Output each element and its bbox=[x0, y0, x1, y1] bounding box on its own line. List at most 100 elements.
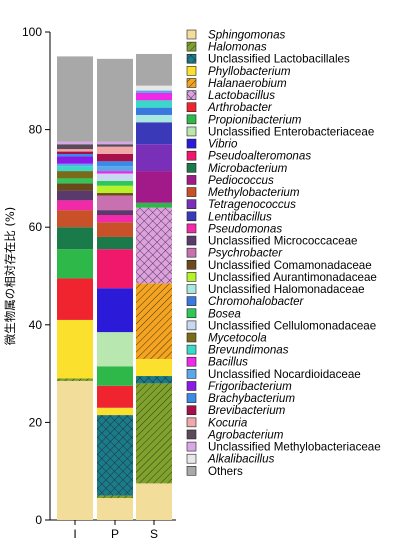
legend-swatch bbox=[186, 66, 197, 76]
legend-swatch bbox=[186, 138, 197, 149]
legend-label: Halanaerobium bbox=[208, 77, 287, 90]
legend-label: Unclassified Aurantimonadaceae bbox=[208, 271, 377, 284]
bar-segment bbox=[97, 185, 133, 194]
bar-segment bbox=[97, 161, 133, 167]
bar-segment bbox=[57, 210, 93, 228]
legend-swatch-hatch bbox=[187, 78, 196, 88]
legend-label: Unclassified Lactobacillales bbox=[208, 53, 350, 66]
legend-label: Unclassified Halomonadaceae bbox=[208, 283, 365, 296]
bar-segment-hatch bbox=[97, 495, 133, 499]
legend-label: Unclassified Comamonadaceae bbox=[208, 259, 372, 272]
legend-label: Brevibacterium bbox=[208, 404, 286, 417]
bar-segment bbox=[136, 202, 172, 208]
bar-segment bbox=[97, 144, 133, 147]
legend-swatch bbox=[186, 441, 197, 452]
legend-swatch bbox=[186, 405, 197, 416]
y-axis-label: 微生物属の相対存在比 (%) bbox=[3, 207, 17, 346]
legend-label: Frigoribacterium bbox=[208, 380, 292, 393]
legend-label: Psychrobacter bbox=[208, 247, 283, 260]
bar-segment bbox=[57, 56, 93, 142]
x-tick-label: I bbox=[73, 527, 76, 539]
bar-segment bbox=[57, 190, 93, 201]
bar-segment bbox=[97, 171, 133, 174]
legend-label: Unclassified Micrococcaceae bbox=[208, 235, 358, 248]
y-tick-label: 20 bbox=[29, 415, 43, 429]
legend-swatch bbox=[186, 429, 197, 440]
legend-label: Kocuria bbox=[208, 416, 248, 429]
bar-segment bbox=[136, 93, 172, 101]
bar-segment bbox=[57, 154, 93, 157]
legend-swatch bbox=[186, 223, 197, 234]
legend-label: Mycetocola bbox=[208, 332, 267, 345]
legend-swatch bbox=[186, 356, 197, 367]
legend-label: Pseudomonas bbox=[208, 222, 282, 235]
bar-segment bbox=[97, 154, 133, 162]
legend-label: Bosea bbox=[208, 307, 241, 320]
bar-segment-hatch bbox=[136, 376, 172, 384]
legend-swatch bbox=[186, 308, 197, 319]
bar-segment bbox=[97, 366, 133, 386]
legend-label: Arthrobacter bbox=[207, 101, 273, 114]
y-tick-label: 60 bbox=[29, 220, 43, 234]
bar-segment bbox=[97, 166, 133, 172]
legend-swatch bbox=[186, 344, 197, 355]
legend-swatch bbox=[186, 126, 197, 137]
bar-segment bbox=[97, 146, 133, 154]
bar-segment bbox=[57, 151, 93, 154]
y-tick-label: 40 bbox=[29, 318, 43, 332]
bars bbox=[57, 53, 172, 520]
bar-segment bbox=[136, 483, 172, 520]
bar-segment bbox=[57, 144, 93, 150]
bar-segment bbox=[57, 278, 93, 320]
legend-label: Chromohalobacter bbox=[208, 295, 305, 308]
legend-label: Halomonas bbox=[208, 41, 267, 54]
bar-segment bbox=[97, 407, 133, 416]
legend-swatch-hatch bbox=[187, 90, 196, 100]
legend-swatch bbox=[186, 320, 197, 331]
legend-swatch bbox=[186, 199, 197, 209]
bar-segment bbox=[97, 498, 133, 520]
bar-segment bbox=[97, 288, 133, 333]
legend-swatch bbox=[186, 114, 197, 125]
legend-swatch bbox=[186, 466, 197, 476]
bar-segment bbox=[97, 180, 133, 186]
legend-swatch bbox=[186, 187, 197, 197]
legend-swatch bbox=[186, 211, 197, 222]
bar-segment bbox=[57, 171, 93, 179]
bar-segment bbox=[97, 195, 133, 211]
legend-swatch bbox=[186, 417, 197, 428]
bar-segment bbox=[136, 53, 172, 86]
bar-segment-hatch bbox=[57, 378, 93, 381]
bar-segment bbox=[97, 222, 133, 237]
legend-label: Pediococcus bbox=[208, 174, 274, 187]
bar-segment bbox=[57, 227, 93, 250]
bar-segment bbox=[136, 85, 172, 91]
legend-swatch-hatch bbox=[187, 42, 196, 52]
bar-segment bbox=[97, 210, 133, 215]
bar-segment bbox=[136, 100, 172, 108]
legend-swatch bbox=[186, 284, 197, 294]
bar-segment bbox=[57, 200, 93, 211]
bar-segment bbox=[97, 236, 133, 250]
bar-segment bbox=[97, 332, 133, 367]
legend-swatch bbox=[186, 332, 197, 343]
legend-swatch bbox=[186, 29, 197, 40]
legend-swatch bbox=[186, 453, 197, 464]
legend-label: Methylobacterium bbox=[208, 186, 300, 199]
bar-segment bbox=[136, 114, 172, 123]
bar-segment bbox=[57, 163, 93, 167]
bar-segment bbox=[57, 249, 93, 279]
bar-segment bbox=[136, 107, 172, 115]
legend-label: Propionibacterium bbox=[208, 113, 302, 126]
legend-swatch bbox=[186, 247, 197, 258]
bar-segment bbox=[57, 183, 93, 191]
bar-segment bbox=[57, 380, 93, 520]
legend-label: Tetragenococcus bbox=[208, 198, 296, 211]
legend-label: Unclassified Nocardioidaceae bbox=[208, 368, 361, 381]
bar-segment bbox=[136, 144, 172, 172]
bar-segment bbox=[97, 173, 133, 181]
legend-label: Vibrio bbox=[208, 138, 238, 151]
bar-segment bbox=[97, 141, 133, 145]
